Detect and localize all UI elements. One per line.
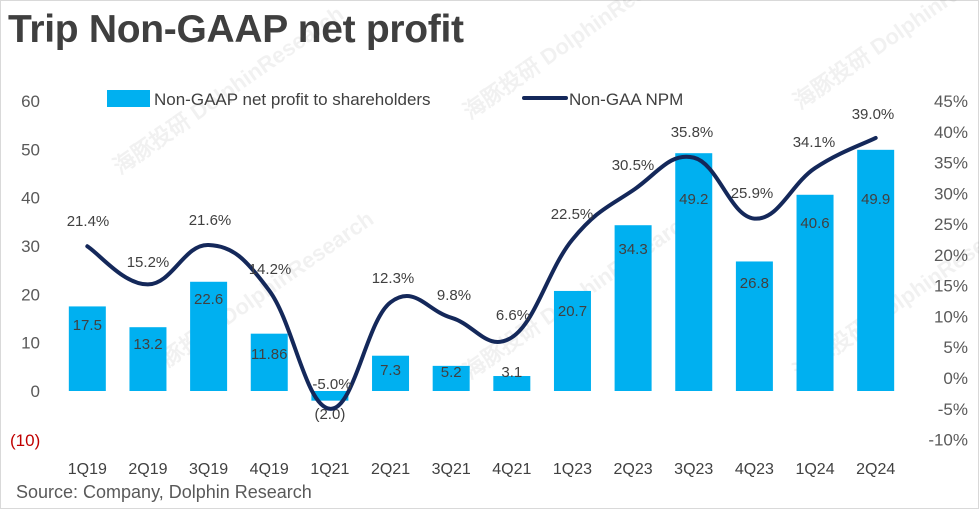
- left-axis-tick: 30: [21, 237, 40, 256]
- x-axis-tick: 2Q23: [614, 461, 653, 478]
- right-axis-tick: 20%: [934, 246, 968, 265]
- left-axis-tick: 20: [21, 285, 40, 304]
- right-axis-tick: 35%: [934, 154, 968, 173]
- bar: [432, 365, 470, 391]
- bar: [311, 391, 349, 401]
- x-axis-tick: 4Q19: [250, 461, 289, 478]
- right-axis-tick: -10%: [928, 431, 968, 450]
- bar: [372, 355, 410, 391]
- x-axis-tick: 3Q21: [432, 461, 471, 478]
- chart-title: Trip Non-GAAP net profit: [8, 8, 464, 51]
- bar: [796, 194, 834, 391]
- bar-label: 34.3: [619, 241, 648, 258]
- x-axis-tick: 1Q23: [553, 461, 592, 478]
- bar-label: 13.2: [133, 336, 162, 353]
- bar-label: 11.86: [251, 346, 287, 363]
- left-axis-tick: (10): [10, 431, 40, 450]
- right-axis-tick: 0%: [943, 369, 968, 388]
- bar: [250, 333, 288, 391]
- npm-line: [85, 135, 878, 411]
- legend-label-bar: Non-GAAP net profit to shareholders: [154, 90, 431, 109]
- x-axis-tick: 3Q19: [189, 461, 228, 478]
- line-label: 39.0%: [852, 106, 895, 123]
- line-label: 15.2%: [127, 254, 170, 271]
- bar-label: (2.0): [314, 406, 345, 423]
- left-axis-tick: 10: [21, 334, 40, 353]
- bar: [190, 281, 228, 391]
- right-axis-tick: 45%: [934, 92, 968, 111]
- line-label: 21.6%: [189, 212, 232, 229]
- bar-label: 3.1: [501, 364, 522, 381]
- line-label: 6.6%: [496, 307, 530, 324]
- right-axis-tick: 10%: [934, 307, 968, 326]
- legend-label-line: Non-GAA NPM: [569, 90, 683, 109]
- x-axis-tick: 4Q21: [492, 461, 531, 478]
- line-label: 25.9%: [731, 185, 774, 202]
- right-axis-tick: 30%: [934, 184, 968, 203]
- bar: [493, 376, 531, 391]
- x-axis-tick: 2Q24: [856, 461, 895, 478]
- line-label: 34.1%: [793, 134, 836, 151]
- bar: [675, 153, 713, 391]
- bar: [857, 149, 895, 391]
- line-label: 12.3%: [372, 270, 415, 287]
- line-label: 30.5%: [612, 157, 655, 174]
- bar: [614, 225, 652, 391]
- right-axis-tick: 40%: [934, 123, 968, 142]
- bar-label: 22.6: [194, 291, 223, 308]
- x-axis-tick: 1Q19: [68, 461, 107, 478]
- bar-label: 17.5: [73, 317, 102, 334]
- x-axis-tick: 3Q23: [674, 461, 713, 478]
- bar-label: 26.8: [740, 275, 769, 292]
- legend-swatch-bar: [107, 90, 150, 107]
- bar-label: 40.6: [800, 215, 829, 232]
- bar-label: 49.9: [861, 191, 890, 208]
- x-axis-tick: 2Q21: [371, 461, 410, 478]
- bar-label: 5.2: [441, 364, 462, 381]
- bar: [735, 261, 773, 391]
- left-axis-tick: 40: [21, 189, 40, 208]
- x-axis-tick: 1Q24: [795, 461, 834, 478]
- line-label: -5.0%: [312, 376, 351, 393]
- right-axis-tick: -5%: [938, 400, 968, 419]
- right-axis-tick: 25%: [934, 215, 968, 234]
- bar-label: 49.2: [679, 191, 708, 208]
- right-axis-tick: 15%: [934, 277, 968, 296]
- bar-label: 7.3: [380, 362, 401, 379]
- x-axis-tick: 4Q23: [735, 461, 774, 478]
- x-axis-tick: 2Q19: [128, 461, 167, 478]
- left-axis-tick: 60: [21, 92, 40, 111]
- bar: [129, 327, 167, 391]
- right-axis-tick: 5%: [943, 338, 968, 357]
- bar-label: 20.7: [558, 303, 587, 320]
- line-label: 35.8%: [671, 124, 714, 141]
- line-label: 22.5%: [551, 206, 594, 223]
- left-axis-tick: 50: [21, 140, 40, 159]
- source-note: Source: Company, Dolphin Research: [16, 482, 312, 502]
- bar: [68, 306, 106, 391]
- x-axis-tick: 1Q21: [310, 461, 349, 478]
- line-label: 14.2%: [249, 261, 292, 278]
- line-label: 21.4%: [67, 213, 110, 230]
- bar: [553, 290, 591, 391]
- line-label: 9.8%: [437, 287, 471, 304]
- left-axis-tick: 0: [31, 382, 40, 401]
